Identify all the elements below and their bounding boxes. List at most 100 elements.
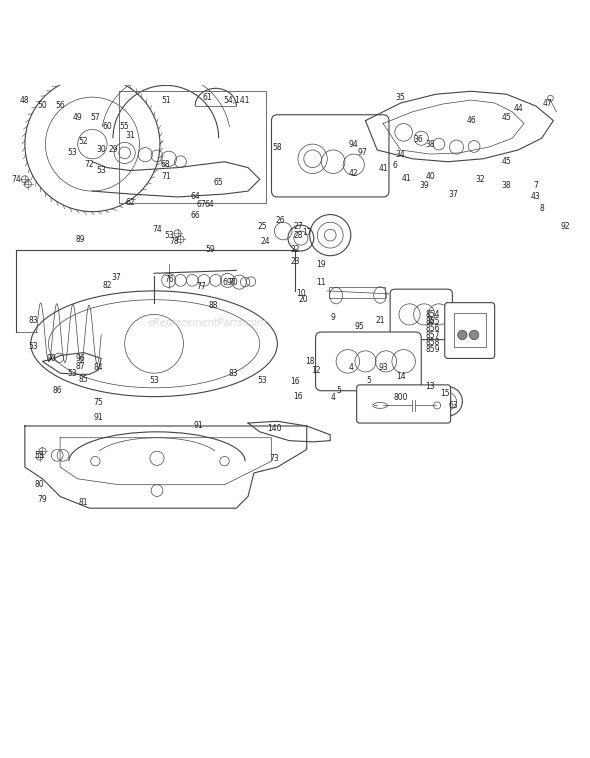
Text: 43: 43 (531, 193, 540, 202)
Text: 28: 28 (293, 230, 303, 240)
Text: 21: 21 (375, 316, 385, 324)
Text: 74: 74 (11, 175, 21, 184)
Text: 49: 49 (73, 113, 83, 122)
Text: 27: 27 (293, 222, 303, 231)
Text: 94: 94 (349, 139, 359, 149)
Text: 36: 36 (414, 135, 423, 144)
Text: 75: 75 (93, 398, 103, 407)
Text: 53: 53 (35, 451, 44, 460)
Text: 13: 13 (425, 381, 435, 390)
Text: 44: 44 (513, 105, 523, 114)
Text: 5: 5 (366, 376, 371, 385)
Circle shape (470, 330, 479, 340)
Text: 86: 86 (53, 387, 62, 395)
Text: 42: 42 (349, 169, 359, 178)
Text: 46: 46 (466, 116, 476, 125)
FancyBboxPatch shape (357, 385, 451, 423)
Text: 90: 90 (47, 354, 56, 363)
Text: 58: 58 (273, 143, 282, 152)
Text: 76: 76 (164, 274, 173, 283)
Text: 4: 4 (331, 393, 336, 402)
Text: 858: 858 (426, 338, 440, 347)
Text: eReplacementParts.com: eReplacementParts.com (147, 318, 267, 328)
Text: 81: 81 (79, 498, 88, 507)
Text: 29: 29 (108, 146, 118, 155)
Text: 55: 55 (120, 122, 130, 131)
Text: 40: 40 (425, 172, 435, 181)
FancyBboxPatch shape (445, 302, 494, 359)
Text: 856: 856 (426, 324, 440, 333)
Text: 56: 56 (55, 102, 65, 111)
Text: 53: 53 (149, 376, 159, 384)
Text: 62: 62 (126, 199, 135, 208)
Text: 69: 69 (222, 277, 232, 287)
Text: 2: 2 (428, 316, 432, 324)
Text: 53: 53 (164, 230, 173, 240)
Text: 61: 61 (202, 92, 212, 102)
Text: 83: 83 (29, 316, 38, 324)
FancyBboxPatch shape (316, 332, 421, 390)
Text: 74: 74 (152, 225, 162, 233)
Text: 77: 77 (196, 282, 206, 291)
Text: 45: 45 (502, 113, 512, 122)
Text: 12: 12 (311, 365, 320, 374)
Text: 41: 41 (402, 174, 411, 183)
FancyBboxPatch shape (271, 114, 389, 197)
Text: 67: 67 (196, 199, 206, 208)
Text: 63: 63 (448, 401, 458, 410)
Text: 84: 84 (93, 363, 103, 371)
Text: 89: 89 (76, 235, 86, 244)
Text: 95: 95 (355, 321, 365, 330)
Text: 32: 32 (475, 175, 485, 184)
Text: 800: 800 (394, 393, 408, 402)
Text: 38: 38 (425, 139, 435, 149)
Text: 15: 15 (440, 389, 450, 398)
Text: 60: 60 (102, 122, 112, 131)
Text: 82: 82 (102, 280, 112, 290)
Text: 26: 26 (276, 216, 285, 225)
Text: 20: 20 (299, 295, 309, 304)
Text: 83: 83 (228, 368, 238, 377)
Text: 91: 91 (194, 421, 203, 431)
FancyBboxPatch shape (390, 289, 453, 340)
Text: 857: 857 (426, 331, 440, 340)
Text: 859: 859 (426, 345, 440, 354)
Text: 68: 68 (161, 160, 171, 169)
Text: 71: 71 (161, 172, 171, 181)
Text: 53: 53 (29, 342, 38, 351)
Text: 855: 855 (426, 317, 440, 326)
Text: 53: 53 (96, 166, 106, 175)
Text: 53: 53 (67, 368, 77, 377)
Text: 64: 64 (191, 193, 200, 202)
Text: 8: 8 (539, 204, 544, 213)
Text: 41: 41 (378, 164, 388, 174)
Text: 53: 53 (67, 149, 77, 158)
Text: 88: 88 (208, 301, 218, 310)
Text: 45: 45 (502, 157, 512, 166)
Text: 7: 7 (533, 180, 538, 190)
Text: 78: 78 (170, 236, 179, 246)
Text: 6: 6 (392, 161, 397, 171)
Text: 23: 23 (290, 257, 300, 266)
Bar (329, 287, 385, 298)
Text: 10: 10 (296, 290, 306, 299)
Text: 51: 51 (161, 96, 171, 105)
Text: 53: 53 (258, 376, 268, 384)
Text: 34: 34 (396, 150, 405, 159)
Text: 57: 57 (90, 113, 100, 122)
Bar (119, 91, 266, 203)
Text: 37: 37 (111, 274, 121, 283)
Text: 48: 48 (20, 96, 30, 105)
Text: 39: 39 (419, 180, 429, 190)
Text: 80: 80 (35, 481, 44, 489)
Bar (454, 312, 486, 346)
Text: 31: 31 (126, 131, 135, 139)
Text: 92: 92 (560, 222, 570, 231)
Text: 64: 64 (205, 199, 215, 208)
Text: 30: 30 (96, 146, 106, 155)
Text: 65: 65 (214, 178, 224, 186)
Text: 22: 22 (290, 246, 300, 255)
Text: 96: 96 (76, 354, 86, 363)
Text: 11: 11 (317, 277, 326, 287)
Text: 97: 97 (358, 149, 368, 158)
